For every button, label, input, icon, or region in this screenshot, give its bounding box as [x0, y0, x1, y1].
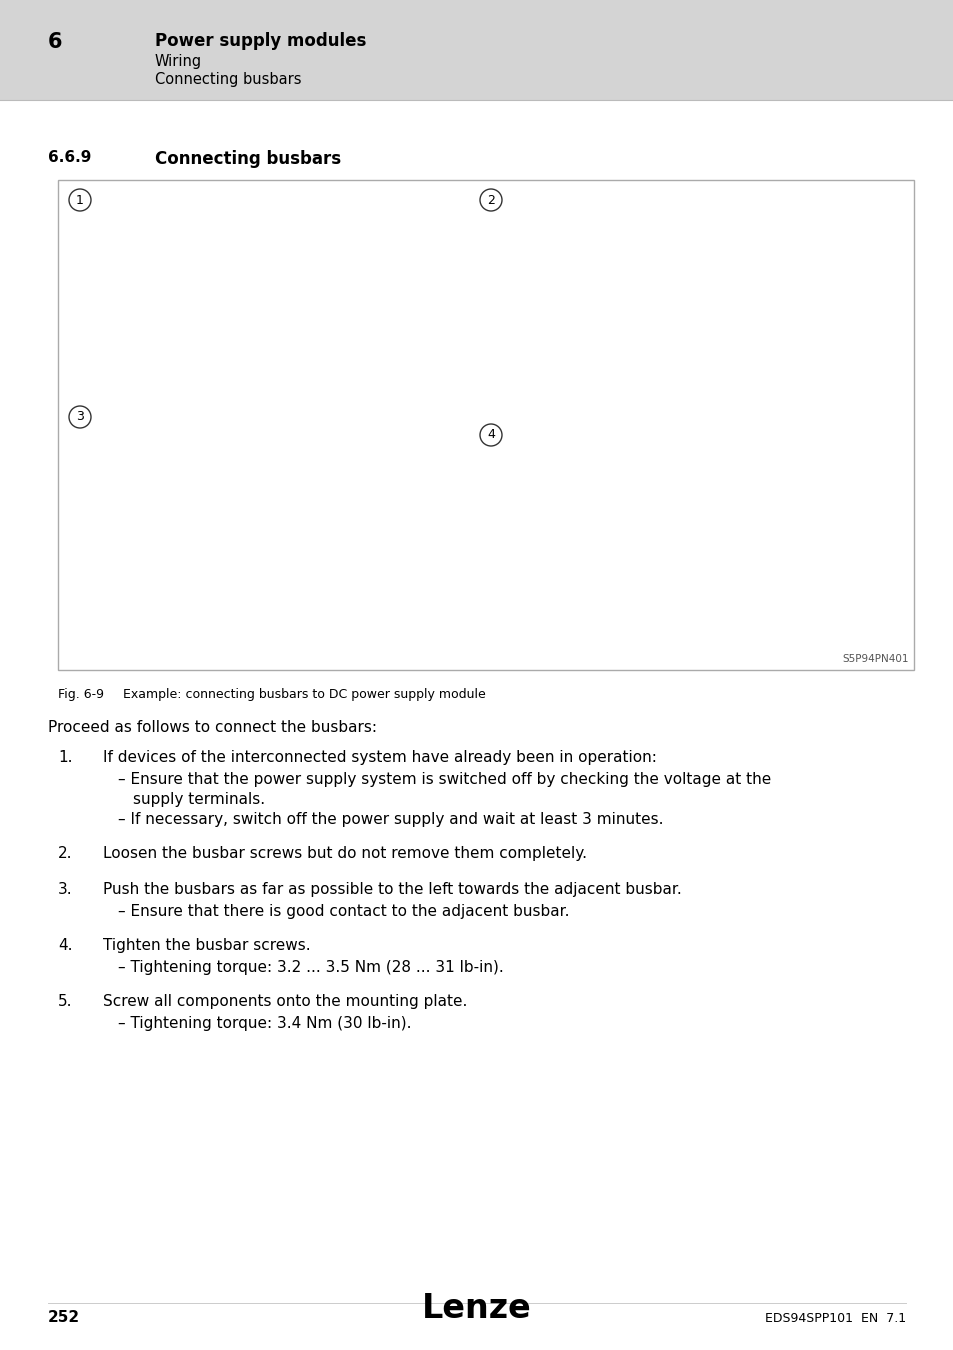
- Text: – Tightening torque: 3.2 ... 3.5 Nm (28 ... 31 lb-in).: – Tightening torque: 3.2 ... 3.5 Nm (28 …: [118, 960, 503, 975]
- Text: 2: 2: [487, 193, 495, 207]
- Text: 1.: 1.: [58, 751, 72, 765]
- Text: supply terminals.: supply terminals.: [132, 792, 265, 807]
- FancyBboxPatch shape: [58, 180, 913, 670]
- Text: Connecting busbars: Connecting busbars: [154, 150, 341, 167]
- Text: Push the busbars as far as possible to the left towards the adjacent busbar.: Push the busbars as far as possible to t…: [103, 882, 681, 896]
- Text: Power supply modules: Power supply modules: [154, 32, 366, 50]
- Text: – Ensure that the power supply system is switched off by checking the voltage at: – Ensure that the power supply system is…: [118, 772, 770, 787]
- Text: – Tightening torque: 3.4 Nm (30 lb-in).: – Tightening torque: 3.4 Nm (30 lb-in).: [118, 1017, 411, 1031]
- Text: – Ensure that there is good contact to the adjacent busbar.: – Ensure that there is good contact to t…: [118, 904, 569, 919]
- Text: If devices of the interconnected system have already been in operation:: If devices of the interconnected system …: [103, 751, 657, 765]
- Text: 4.: 4.: [58, 938, 72, 953]
- Text: Fig. 6-9: Fig. 6-9: [58, 688, 104, 701]
- Text: Example: connecting busbars to DC power supply module: Example: connecting busbars to DC power …: [123, 688, 485, 701]
- Text: S5P94PN401: S5P94PN401: [841, 653, 908, 664]
- Text: 4: 4: [487, 428, 495, 441]
- Text: Screw all components onto the mounting plate.: Screw all components onto the mounting p…: [103, 994, 467, 1008]
- Text: Wiring: Wiring: [154, 54, 202, 69]
- Text: 3.: 3.: [58, 882, 72, 896]
- Text: 6.6.9: 6.6.9: [48, 150, 91, 165]
- Circle shape: [69, 406, 91, 428]
- Circle shape: [479, 189, 501, 211]
- Text: 5.: 5.: [58, 994, 72, 1008]
- Text: Tighten the busbar screws.: Tighten the busbar screws.: [103, 938, 311, 953]
- Circle shape: [69, 189, 91, 211]
- Text: Connecting busbars: Connecting busbars: [154, 72, 301, 86]
- Text: 1: 1: [76, 193, 84, 207]
- Circle shape: [479, 424, 501, 446]
- Text: 252: 252: [48, 1310, 80, 1324]
- Text: – If necessary, switch off the power supply and wait at least 3 minutes.: – If necessary, switch off the power sup…: [118, 811, 662, 828]
- Text: 2.: 2.: [58, 846, 72, 861]
- Text: EDS94SPP101  EN  7.1: EDS94SPP101 EN 7.1: [764, 1312, 905, 1324]
- Text: 3: 3: [76, 410, 84, 424]
- Text: Lenze: Lenze: [421, 1292, 532, 1324]
- FancyBboxPatch shape: [0, 0, 953, 100]
- Text: 6: 6: [48, 32, 63, 53]
- Text: Proceed as follows to connect the busbars:: Proceed as follows to connect the busbar…: [48, 720, 376, 734]
- Text: Loosen the busbar screws but do not remove them completely.: Loosen the busbar screws but do not remo…: [103, 846, 586, 861]
